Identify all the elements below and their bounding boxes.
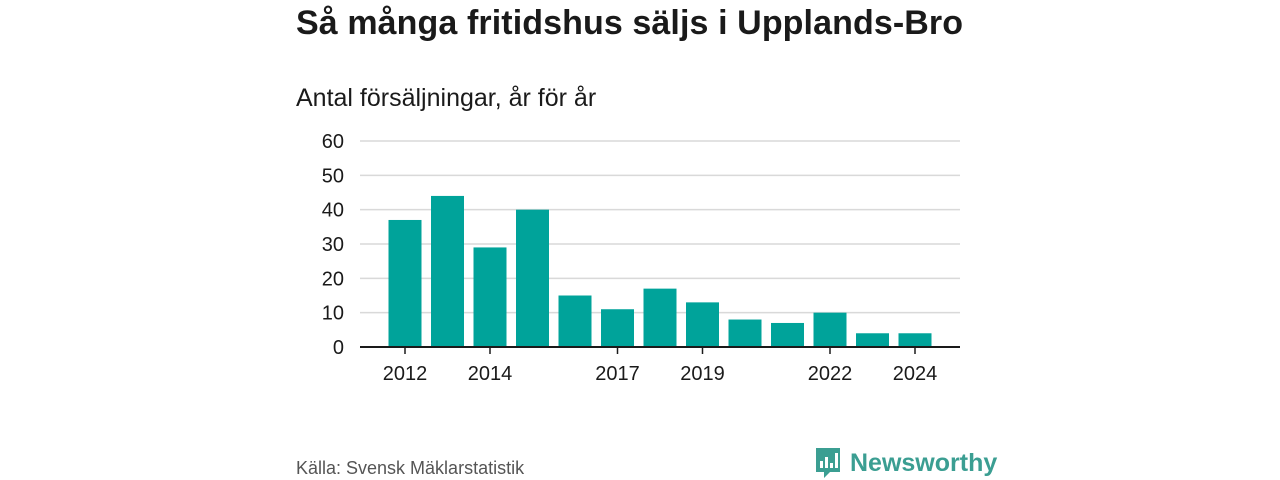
bar-2014 bbox=[473, 247, 507, 347]
bar-chart: 0 10 20 30 40 50 60 2012 2014 2017 2019 2022 2024 bbox=[322, 131, 960, 385]
y-tick-label: 50 bbox=[322, 165, 344, 187]
bar-2012 bbox=[388, 219, 422, 347]
bar-2024 bbox=[898, 333, 932, 347]
y-tick-label: 30 bbox=[322, 234, 344, 256]
x-tick-label: 2024 bbox=[893, 363, 938, 385]
bar-chart-speech-bubble-icon bbox=[816, 448, 840, 478]
x-tick-label: 2014 bbox=[468, 363, 513, 385]
x-tick-label: 2022 bbox=[808, 363, 853, 385]
brand-name: Newsworthy bbox=[850, 448, 998, 477]
chart-title: Så många fritidshus säljs i Upplands-Bro bbox=[296, 4, 964, 42]
bar-2015 bbox=[516, 209, 549, 347]
bar-2017 bbox=[601, 309, 634, 347]
chart-subtitle: Antal försäljningar, år för år bbox=[296, 84, 597, 112]
x-tick-label: 2019 bbox=[680, 363, 725, 385]
x-tick-label: 2017 bbox=[595, 363, 640, 385]
y-tick-label: 40 bbox=[322, 200, 344, 222]
y-tick-label: 60 bbox=[322, 131, 344, 153]
source-note: Källa: Svensk Mäklarstatistik bbox=[296, 458, 525, 478]
bar-2020 bbox=[728, 319, 762, 347]
bar-2013 bbox=[431, 195, 464, 347]
y-tick-label: 10 bbox=[322, 303, 344, 325]
bar-2022 bbox=[813, 312, 847, 347]
bar-2016 bbox=[558, 295, 592, 347]
brand-logo: Newsworthy bbox=[814, 446, 997, 480]
x-axis: 2012 2014 2017 2019 2022 2024 bbox=[360, 346, 960, 385]
bar-2018 bbox=[643, 288, 677, 347]
bar-2021 bbox=[771, 322, 804, 347]
y-tick-label: 20 bbox=[322, 268, 344, 290]
bars bbox=[388, 195, 932, 347]
y-tick-label: 0 bbox=[333, 337, 344, 359]
y-axis: 0 10 20 30 40 50 60 bbox=[322, 131, 344, 359]
bar-2019 bbox=[686, 302, 719, 347]
x-tick-label: 2012 bbox=[383, 363, 428, 385]
bar-2023 bbox=[856, 333, 889, 347]
